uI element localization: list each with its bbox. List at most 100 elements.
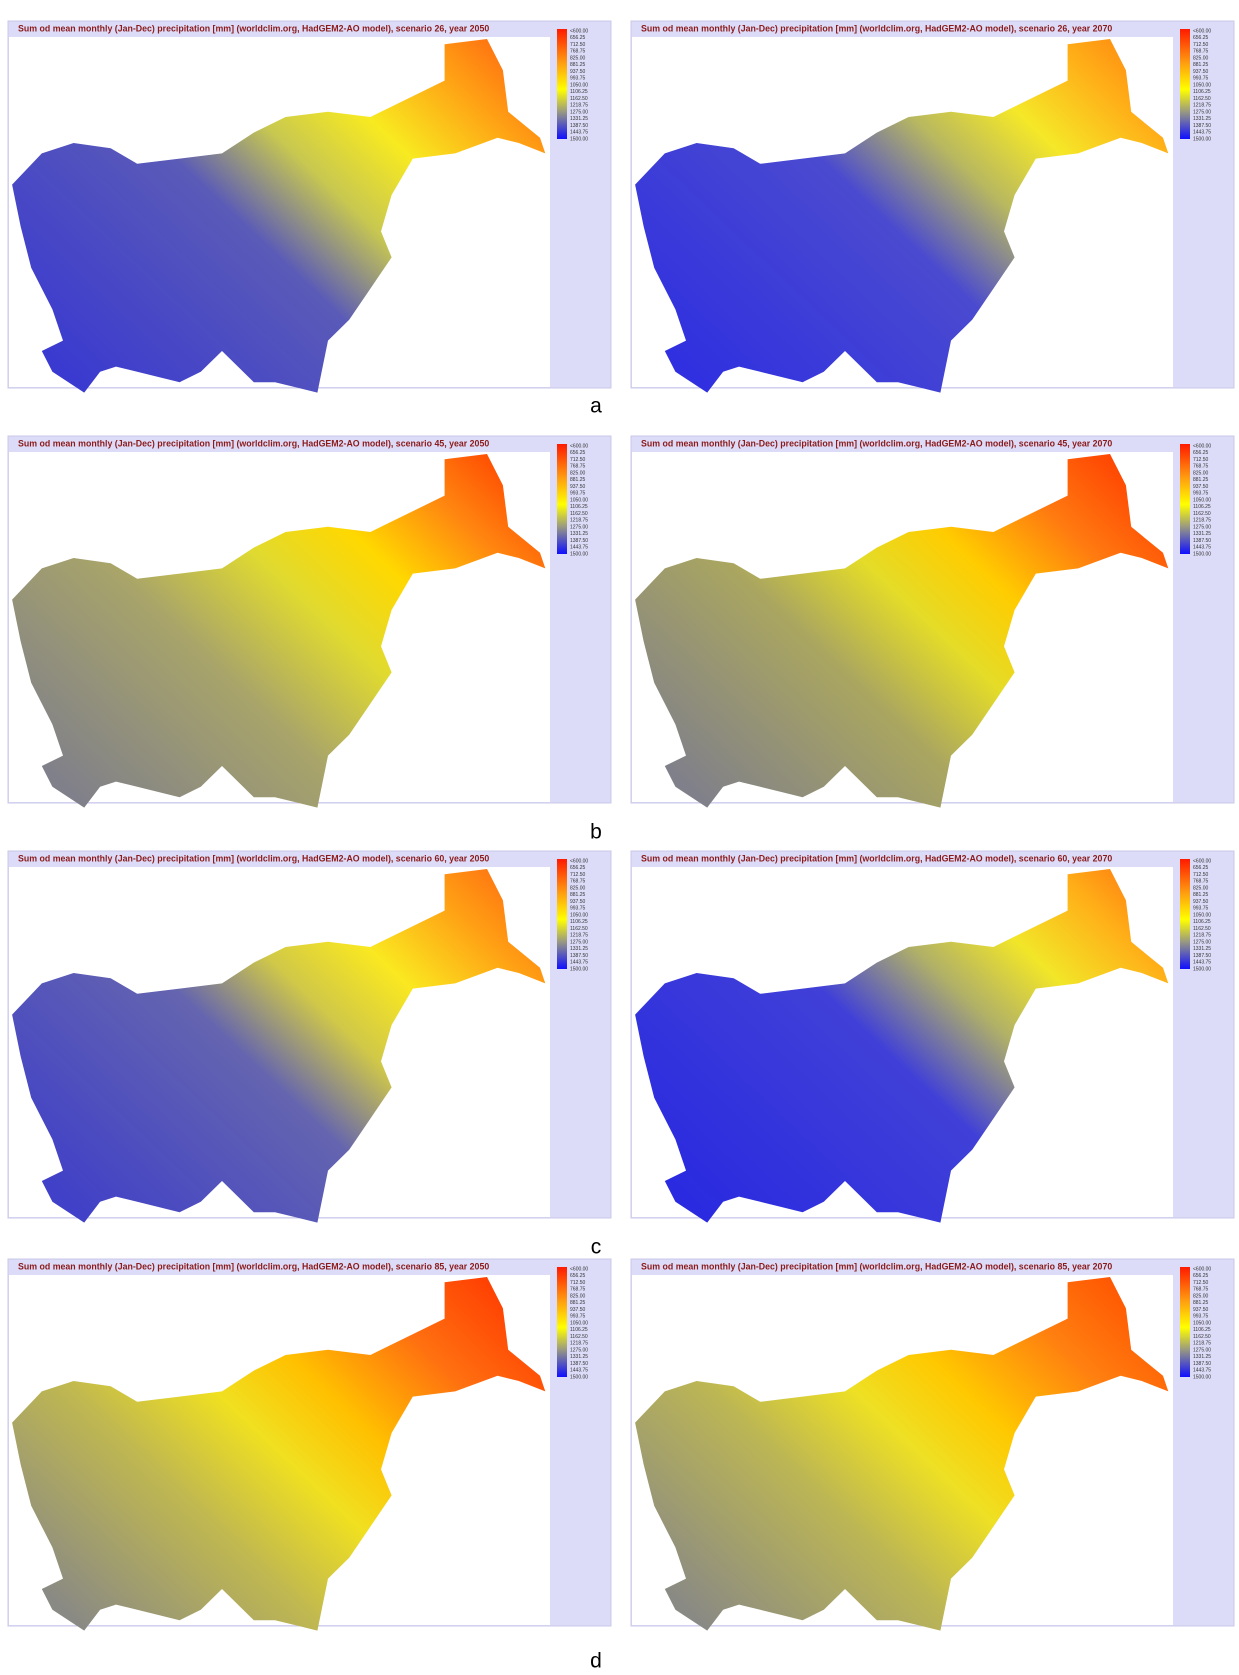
legend-label: 1331.25 [1193, 116, 1211, 122]
legend-label: 712.50 [570, 42, 586, 48]
legend-label: 656.25 [570, 865, 586, 871]
legend-label: 1275.00 [1193, 109, 1211, 115]
panel-title: Sum od mean monthly (Jan-Dec) precipitat… [641, 1261, 1112, 1271]
legend-label: 1275.00 [570, 1347, 588, 1353]
legend-label: 1331.25 [1193, 1354, 1211, 1360]
legend-label: 993.75 [570, 76, 586, 82]
legend-label: 1050.00 [1193, 1320, 1211, 1326]
legend-label: 937.50 [570, 69, 586, 75]
legend-label: 825.00 [570, 470, 586, 476]
legend-label: 1162.50 [570, 1334, 588, 1340]
legend-label: 656.25 [1193, 1273, 1209, 1279]
legend-label: 993.75 [1193, 491, 1209, 497]
legend-label: 937.50 [1193, 484, 1209, 490]
legend-label: 1106.25 [1193, 89, 1211, 95]
legend-label: 656.25 [570, 35, 586, 41]
legend-label: 937.50 [1193, 69, 1209, 75]
legend-label: 1050.00 [1193, 497, 1211, 503]
map-panel: Sum od mean monthly (Jan-Dec) precipitat… [631, 1259, 1234, 1631]
legend-label: 1050.00 [1193, 82, 1211, 88]
row-label: c [591, 1236, 602, 1259]
legend-label: 768.75 [1193, 464, 1209, 470]
figure-canvas: Sum od mean monthly (Jan-Dec) precipitat… [0, 0, 1239, 1675]
legend-label: 1275.00 [1193, 939, 1211, 945]
legend-label: 1218.75 [570, 103, 588, 109]
legend-label: 768.75 [1193, 1287, 1209, 1293]
legend-label: 937.50 [1193, 1307, 1209, 1313]
legend-label: 1218.75 [1193, 103, 1211, 109]
map-panel: Sum od mean monthly (Jan-Dec) precipitat… [8, 21, 611, 393]
map-panel: Sum od mean monthly (Jan-Dec) precipitat… [631, 851, 1234, 1223]
legend-label: 825.00 [570, 1293, 586, 1299]
legend-label: 1331.25 [1193, 531, 1211, 537]
legend-label: 1162.50 [1193, 926, 1211, 932]
legend-label: 881.25 [570, 62, 586, 68]
color-bar [557, 444, 567, 554]
figure: Sum od mean monthly (Jan-Dec) precipitat… [0, 0, 1239, 1675]
legend-label: 1162.50 [1193, 96, 1211, 102]
legend-label: 1050.00 [1193, 912, 1211, 918]
legend-label: 1050.00 [570, 1320, 588, 1326]
legend-label: 825.00 [1193, 55, 1209, 61]
legend-label: <600.00 [570, 1266, 588, 1272]
legend-label: 1218.75 [570, 933, 588, 939]
legend-label: 1443.75 [570, 1368, 588, 1374]
legend-label: 656.25 [1193, 35, 1209, 41]
panel-title: Sum od mean monthly (Jan-Dec) precipitat… [18, 1261, 489, 1271]
legend-label: 768.75 [570, 49, 586, 55]
legend-label: 937.50 [1193, 899, 1209, 905]
legend-label: 1500.00 [570, 966, 588, 972]
legend-label: 1162.50 [1193, 511, 1211, 517]
legend-label: 656.25 [1193, 450, 1209, 456]
legend-label: 881.25 [570, 1300, 586, 1306]
legend-label: <600.00 [570, 858, 588, 864]
legend-label: 768.75 [1193, 49, 1209, 55]
legend-label: 656.25 [1193, 865, 1209, 871]
legend-label: 993.75 [570, 906, 586, 912]
legend-label: 656.25 [570, 450, 586, 456]
legend-label: 1387.50 [570, 1361, 588, 1367]
legend-label: 1443.75 [570, 130, 588, 136]
map-panel: Sum od mean monthly (Jan-Dec) precipitat… [631, 436, 1234, 808]
panel-title: Sum od mean monthly (Jan-Dec) precipitat… [641, 853, 1112, 863]
legend-label: 993.75 [570, 491, 586, 497]
legend-label: <600.00 [570, 443, 588, 449]
legend-label: 937.50 [570, 899, 586, 905]
legend-label: 712.50 [1193, 1280, 1209, 1286]
color-bar [557, 859, 567, 969]
legend-label: 1218.75 [570, 1341, 588, 1347]
legend-label: 1275.00 [570, 109, 588, 115]
legend-label: 1443.75 [1193, 1368, 1211, 1374]
legend-label: 1106.25 [1193, 919, 1211, 925]
legend-label: 1050.00 [570, 912, 588, 918]
legend-label: 993.75 [1193, 906, 1209, 912]
legend-label: 881.25 [1193, 1300, 1209, 1306]
legend-label: 1387.50 [570, 953, 588, 959]
panel-title: Sum od mean monthly (Jan-Dec) precipitat… [18, 23, 489, 33]
legend-label: <600.00 [1193, 1266, 1211, 1272]
legend-label: 712.50 [570, 1280, 586, 1286]
legend-label: 881.25 [570, 477, 586, 483]
legend-label: 1106.25 [1193, 504, 1211, 510]
map-panel: Sum od mean monthly (Jan-Dec) precipitat… [8, 436, 611, 808]
legend-label: 1387.50 [1193, 1361, 1211, 1367]
legend-label: 1500.00 [570, 1374, 588, 1380]
legend-label: 1500.00 [1193, 966, 1211, 972]
legend-label: 881.25 [1193, 62, 1209, 68]
legend-label: 993.75 [570, 1314, 586, 1320]
legend-label: 993.75 [1193, 1314, 1209, 1320]
legend-label: 1218.75 [570, 518, 588, 524]
panel-title: Sum od mean monthly (Jan-Dec) precipitat… [641, 23, 1112, 33]
legend-label: 712.50 [1193, 42, 1209, 48]
legend-label: 1387.50 [1193, 953, 1211, 959]
color-bar [557, 29, 567, 139]
map-panel: Sum od mean monthly (Jan-Dec) precipitat… [631, 21, 1234, 393]
legend-label: 1443.75 [570, 545, 588, 551]
legend-label: 1500.00 [570, 136, 588, 142]
legend-label: 881.25 [570, 892, 586, 898]
legend-label: 712.50 [1193, 872, 1209, 878]
legend-label: 825.00 [1193, 885, 1209, 891]
legend-label: 1275.00 [1193, 1347, 1211, 1353]
legend-label: 825.00 [1193, 470, 1209, 476]
legend-label: 1050.00 [570, 497, 588, 503]
